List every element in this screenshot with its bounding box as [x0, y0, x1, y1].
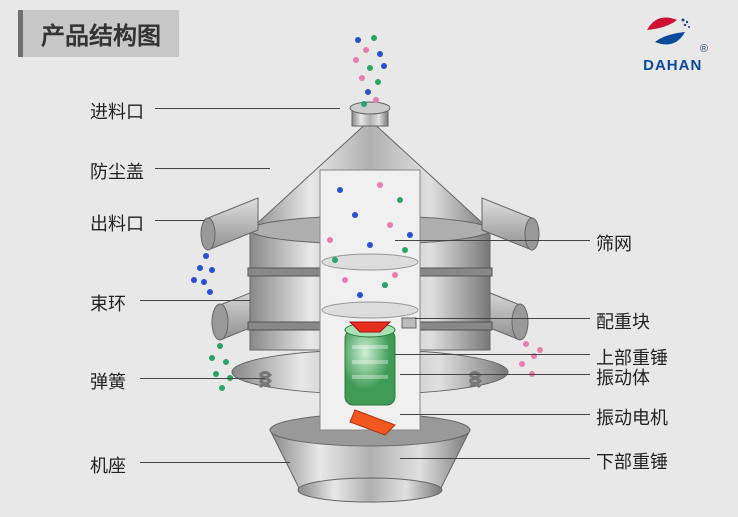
trademark: ®	[700, 43, 708, 55]
logo-icon	[637, 10, 695, 52]
brand-logo: ® DAHAN	[637, 10, 708, 74]
label-防尘盖: 防尘盖	[90, 158, 144, 184]
label-配重块: 配重块	[596, 308, 650, 334]
label-振动电机: 振动电机	[596, 404, 668, 430]
leader-line	[400, 458, 590, 459]
leader-line	[155, 220, 205, 221]
leader-line	[415, 318, 590, 319]
label-束环: 束环	[90, 290, 126, 316]
leader-line	[400, 414, 590, 415]
leader-line	[400, 374, 590, 375]
logo-text: DAHAN	[637, 57, 708, 74]
label-筛网: 筛网	[596, 230, 632, 256]
structure-diagram	[180, 30, 560, 510]
label-进料口: 进料口	[90, 98, 144, 124]
label-弹簧: 弹簧	[90, 368, 126, 394]
label-出料口: 出料口	[90, 210, 144, 236]
leader-line	[140, 462, 290, 463]
leader-line	[155, 108, 340, 109]
leader-line	[395, 240, 590, 241]
label-机座: 机座	[90, 452, 126, 478]
label-振动体: 振动体	[596, 364, 650, 390]
label-下部重锤: 下部重锤	[596, 448, 668, 474]
weight-block	[402, 318, 416, 328]
page-title: 产品结构图	[18, 10, 179, 57]
leader-line	[140, 300, 250, 301]
vibrator-body	[345, 330, 395, 405]
leader-line	[395, 354, 590, 355]
leader-line	[155, 168, 270, 169]
leader-line	[140, 378, 265, 379]
